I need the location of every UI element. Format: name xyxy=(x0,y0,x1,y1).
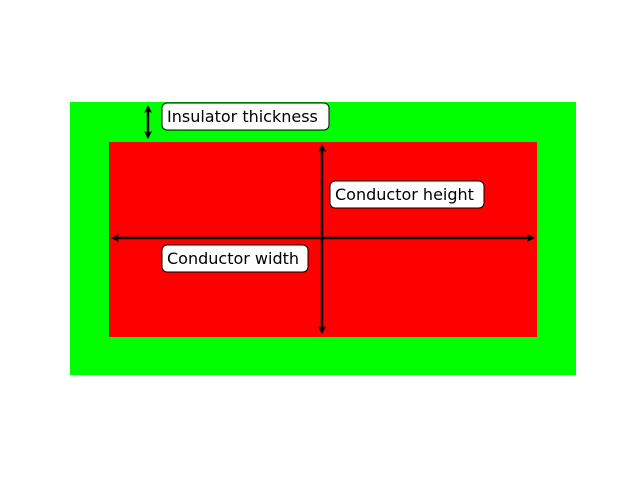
conductor-height-label: Conductor height xyxy=(335,185,474,204)
insulator-thickness-label: Insulator thickness xyxy=(167,107,318,126)
conductor-width-label-box: Conductor width xyxy=(161,244,309,273)
conductor-height-label-box: Conductor height xyxy=(329,180,485,209)
conductor-width-label: Conductor width xyxy=(167,249,299,268)
insulator-thickness-label-box: Insulator thickness xyxy=(161,102,330,131)
